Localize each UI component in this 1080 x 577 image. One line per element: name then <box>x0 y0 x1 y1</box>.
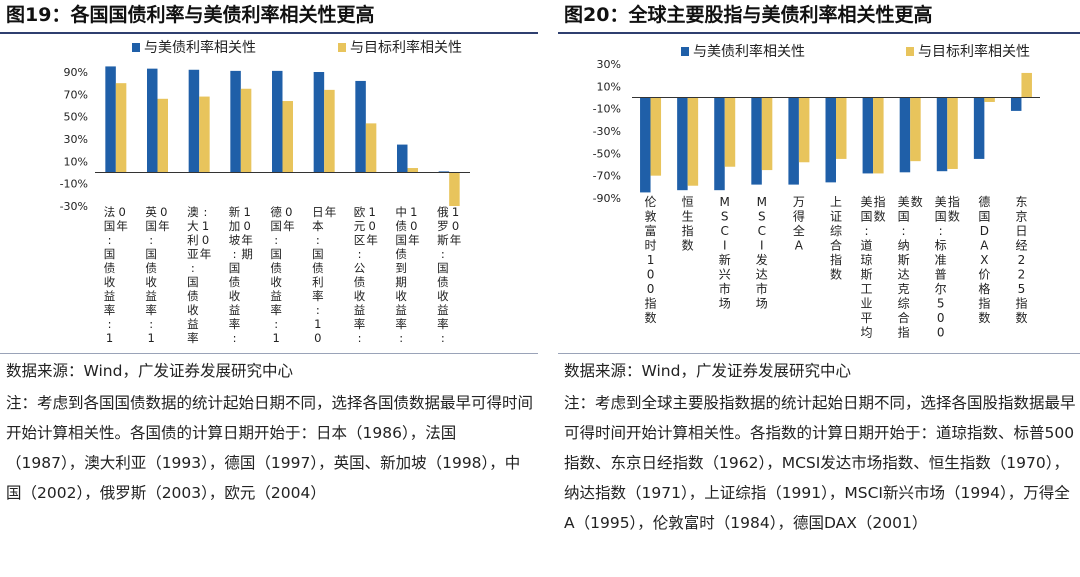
category-label: 法国:国债收益率: 10 年 <box>104 205 128 345</box>
bar <box>157 98 168 173</box>
y-tick-label: -10% <box>593 103 621 116</box>
legend-swatch <box>906 47 914 56</box>
bar <box>650 97 662 176</box>
legend-swatch <box>681 47 689 56</box>
category-label: 德国:国债收益率: 10 年 <box>270 205 294 345</box>
bar <box>397 144 408 173</box>
category-label: 德国 D A X 价格指数 <box>978 194 990 325</box>
category-label: M S C I 新兴市场 <box>719 195 731 311</box>
y-tick-label: 90% <box>64 66 88 79</box>
y-tick-label: 50% <box>64 111 88 124</box>
figure-19-note: 注：考虑到各国国债数据的统计起始日期不同，选择各国债数据最早可得时间开始计算相关… <box>6 394 534 502</box>
bar <box>438 171 450 173</box>
bar <box>240 88 252 173</box>
y-tick-label: 70% <box>64 88 88 101</box>
bar <box>677 97 688 191</box>
category-label: 英国:国债收益率: 10 年 <box>145 205 169 345</box>
title-rule <box>0 32 538 34</box>
category-label: 万得全 A <box>793 195 805 253</box>
bar <box>873 97 884 174</box>
bar <box>751 97 762 185</box>
bar <box>788 97 799 185</box>
category-label: 美国:道琼斯工业平均指数 <box>860 194 885 340</box>
bar <box>282 101 293 173</box>
bar <box>687 97 699 186</box>
bar <box>313 72 325 173</box>
y-tick-label: 10% <box>64 155 88 168</box>
bar <box>936 97 948 172</box>
bar <box>324 89 335 173</box>
y-tick-label: -10% <box>60 178 88 191</box>
legend-label: 与美债利率相关性 <box>144 39 256 56</box>
figure-20-source: 数据来源：Wind，广发证券发展研究中心 <box>564 362 851 380</box>
figure-19-source: 数据来源：Wind，广发证券发展研究中心 <box>6 362 293 380</box>
category-label: 上证综合指数 <box>830 195 842 282</box>
legend-swatch <box>132 43 140 52</box>
bar <box>199 96 210 173</box>
bar <box>640 97 651 193</box>
bar <box>1010 97 1022 111</box>
bar <box>188 69 200 173</box>
source-rule <box>558 353 1080 354</box>
bar <box>862 97 874 174</box>
category-label: 新加坡:国债收益率:1 0 年期 <box>229 205 253 345</box>
bar <box>714 97 725 191</box>
bar <box>724 97 736 167</box>
bar <box>947 97 958 169</box>
bar <box>899 97 911 173</box>
bar <box>365 123 377 173</box>
y-tick-label: -70% <box>593 170 621 183</box>
bar <box>355 80 366 173</box>
category-label: 澳大利亚:国债收益率: 1 0 年 <box>187 205 211 345</box>
category-label: M S C I 发达市场 <box>756 195 768 311</box>
category-label: 恒生指数 <box>682 195 694 253</box>
y-tick-label: 10% <box>597 80 621 93</box>
figure-19-title: 图19：各国国债利率与美债利率相关性更高 <box>6 4 375 26</box>
y-tick-label: -30% <box>60 200 88 213</box>
figure-20-title: 图20：全球主要股指与美债利率相关性更高 <box>564 4 933 26</box>
category-label: 美国:标准普尔 5 0 0指数 <box>935 194 960 340</box>
legend-label: 与目标利率相关性 <box>918 43 1030 60</box>
bar <box>449 172 460 206</box>
bar <box>984 97 995 102</box>
bar <box>147 68 158 173</box>
category-label: 欧元区:公债收益率:1 0 年 <box>354 205 378 345</box>
bar <box>230 70 241 173</box>
bar <box>825 97 836 183</box>
source-rule <box>0 353 538 354</box>
bar <box>798 97 810 163</box>
bar <box>115 83 127 173</box>
y-tick-label: 30% <box>597 58 621 71</box>
figure-20-chart: 与美债利率相关性 与目标利率相关性 30% 10% -10% -30% -50% -70% -9… <box>593 43 1040 340</box>
bar <box>407 168 418 173</box>
bar <box>973 97 985 159</box>
y-tick-label: -30% <box>593 125 621 138</box>
y-tick-label: -50% <box>593 147 621 160</box>
bar <box>1021 72 1032 98</box>
bar <box>272 70 283 173</box>
figure-20-panel: 图20：全球主要股指与美债利率相关性更高 与美债利率相关性 与目标利率相关性 30%… <box>558 0 1080 577</box>
bar <box>761 97 773 171</box>
category-label: 日本:国债利率: 1 0年 <box>312 205 336 345</box>
category-label: 中债国债到期收益率:1 0 年 <box>395 205 419 345</box>
figure-19-chart: 与美债利率相关性 与目标利率相关性 90% 70% 50% 30% 10% -10% -30% 法… <box>60 39 470 345</box>
bar <box>836 97 847 159</box>
legend-swatch <box>338 43 346 52</box>
category-label: 伦敦富时 1 0 0 指数 <box>645 194 657 325</box>
category-label: 俄罗斯:国债收益率:1 0 年 <box>437 205 461 345</box>
legend-label: 与目标利率相关性 <box>350 39 462 56</box>
figure-19-panel: 图19：各国国债利率与美债利率相关性更高 与美债利率相关性 与目标利率相关性 90%… <box>0 0 538 577</box>
y-tick-label: 30% <box>64 133 88 146</box>
title-rule <box>558 32 1080 34</box>
bar <box>910 97 921 162</box>
bar <box>105 66 116 173</box>
category-label: 美国:纳斯达克综合指数 <box>898 194 923 340</box>
figure-20-note: 注：考虑到全球主要股指数据的统计起始日期不同，选择各国股指数据最早可得时间开始计… <box>564 394 1076 532</box>
legend-label: 与美债利率相关性 <box>693 43 805 60</box>
category-label: 东京日经 2 2 5 指数 <box>1015 195 1027 325</box>
y-tick-label: -90% <box>593 192 621 205</box>
